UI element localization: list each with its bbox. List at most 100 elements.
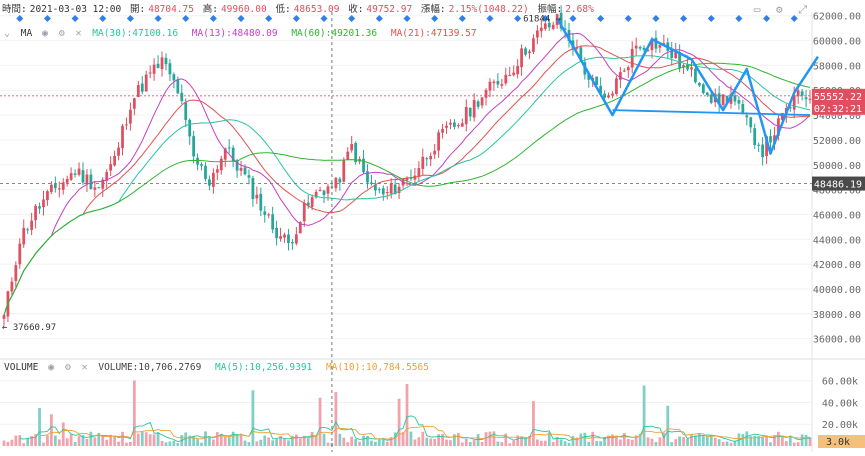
ma-close-icon[interactable]: ✕ (75, 28, 82, 39)
volume-bar (417, 437, 421, 446)
candle (172, 72, 176, 89)
candle (65, 175, 69, 187)
price-tick-label: 54000.00 (813, 111, 861, 122)
candle-body (437, 132, 440, 151)
ma-settings-icon[interactable]: ⚙ (58, 28, 65, 39)
volume-bar (784, 441, 788, 446)
volume-bar (121, 431, 124, 446)
candle-body (148, 72, 152, 74)
candle (235, 158, 239, 178)
volume-bar (255, 441, 259, 446)
candle-body (61, 182, 65, 190)
candle-body (480, 97, 484, 106)
volume-bar (800, 434, 804, 446)
candle (611, 90, 614, 99)
volume-bar (453, 434, 456, 446)
candle-body (291, 242, 294, 244)
volume-bar (757, 436, 761, 446)
candle-body (393, 184, 397, 195)
open-value: 48704.75 (148, 4, 194, 15)
volume-close-icon[interactable]: ✕ (81, 362, 88, 373)
candle-body (156, 63, 160, 69)
volume-bar (235, 434, 239, 446)
volume-bar (713, 437, 717, 446)
volume-bar (346, 442, 350, 446)
price-tick-label: 36000.00 (813, 335, 861, 346)
candle (737, 96, 741, 110)
candle (741, 99, 745, 115)
volume-bar (520, 436, 523, 446)
candle (50, 181, 53, 195)
settings-icon[interactable]: ⚙ (775, 3, 783, 16)
candle-body (709, 94, 713, 103)
candle-body (136, 84, 140, 98)
ohlc-readout: 時間: 2021-03-03 12:00 開: 48704.75 高: 49960.0… (2, 1, 597, 15)
candle-body (737, 100, 741, 104)
visibility-icon[interactable]: ◉ (41, 28, 48, 39)
candle (441, 123, 444, 139)
volume-bar (796, 442, 800, 446)
price-tick-label: 44000.00 (813, 235, 861, 246)
candle (10, 277, 14, 296)
volume-bar (472, 440, 476, 446)
price-tick-label: 52000.00 (813, 136, 861, 147)
volume-bar (314, 435, 318, 446)
volume-bar (618, 439, 622, 446)
event-marker-icon (652, 14, 660, 23)
volume-visibility-icon[interactable]: ◉ (48, 362, 55, 373)
candle-body (421, 156, 425, 169)
event-marker-icon (16, 14, 24, 23)
candle-body (694, 68, 697, 83)
volume-settings-icon[interactable]: ⚙ (64, 362, 71, 373)
volume-bar (310, 431, 314, 446)
candle-body (701, 84, 705, 93)
candle (393, 178, 397, 195)
candle-body (2, 315, 6, 319)
expand-icon[interactable]: ⤢ (798, 3, 807, 16)
candle-body (682, 65, 685, 68)
volume-bar (484, 432, 488, 446)
drawing-icon[interactable]: ▭ (753, 3, 761, 16)
volume-bar (563, 441, 567, 446)
candle (302, 199, 306, 227)
volume-legend: VOLUME ◉ ⚙ ✕ VOLUME:10,706.2769 MA(5):10… (4, 362, 429, 373)
volume-bar (6, 441, 10, 446)
candle (251, 175, 255, 207)
candle-body (559, 12, 563, 29)
event-marker-icon (735, 14, 743, 23)
volume-bar (733, 440, 737, 446)
event-marker-icon (375, 14, 383, 23)
candle-body (543, 23, 547, 29)
change-value: 2.15%(1048.22) (448, 4, 529, 15)
candle-body (425, 158, 429, 160)
candle-body (761, 144, 764, 158)
event-marker-icon (403, 14, 411, 23)
candle-body (508, 75, 512, 77)
candle-body (796, 90, 800, 97)
candle-body (259, 193, 263, 211)
candle (512, 65, 516, 77)
volume-bar (14, 435, 18, 446)
volume-bar (132, 380, 136, 446)
volume-bar (18, 435, 22, 446)
candle-body (247, 175, 251, 178)
candle-body (484, 89, 488, 98)
candle (670, 41, 674, 66)
candle-body (239, 168, 243, 171)
candle (34, 203, 37, 229)
candle-body (85, 174, 89, 184)
candle-body (73, 173, 77, 175)
candle-body (140, 83, 144, 92)
volume-bar (385, 441, 389, 446)
candle (354, 141, 358, 165)
volume-bar (97, 432, 101, 446)
candle (362, 150, 365, 174)
volume-bar (338, 433, 342, 446)
volume-bar (204, 431, 207, 446)
candle-body (618, 72, 622, 80)
collapse-icon[interactable]: ⌄ (4, 28, 11, 39)
volume-bar (318, 397, 322, 446)
candle (496, 73, 500, 88)
volume-bar (701, 434, 705, 446)
